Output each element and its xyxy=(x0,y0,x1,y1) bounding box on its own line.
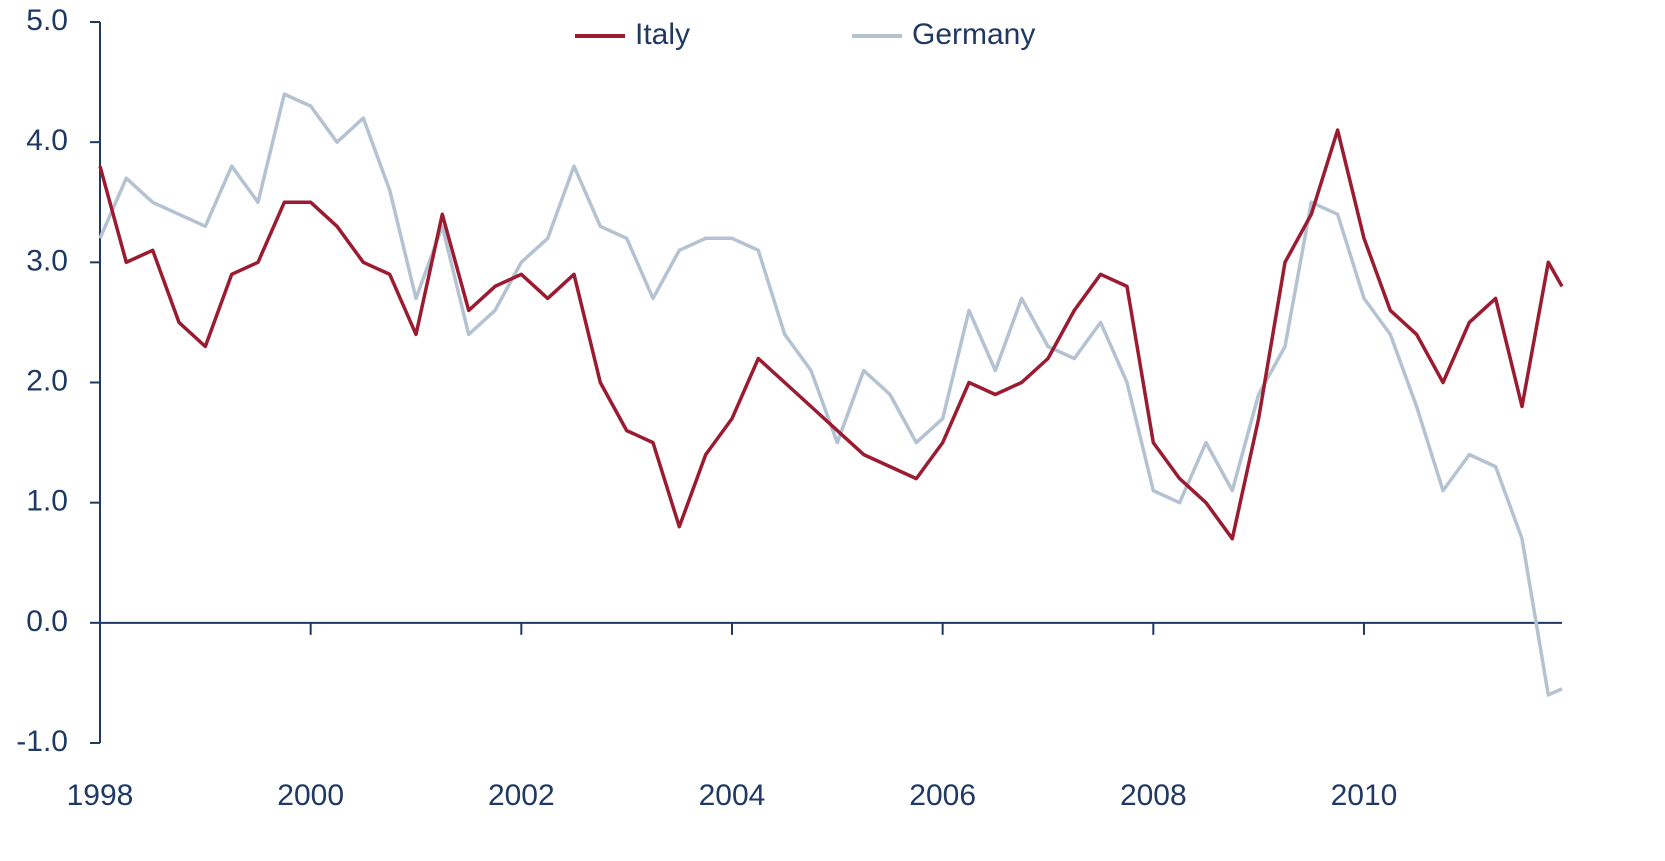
x-tick-label: 2006 xyxy=(909,779,976,812)
series-line xyxy=(98,128,1564,541)
y-tick-label: -1.0 xyxy=(16,725,68,758)
legend-label: Italy xyxy=(635,18,690,51)
y-tick-label: 4.0 xyxy=(26,124,68,157)
legend-label: Germany xyxy=(912,18,1035,51)
y-tick-label: 5.0 xyxy=(26,4,68,37)
y-tick-label: 3.0 xyxy=(26,244,68,277)
x-tick-label: 2002 xyxy=(488,779,555,812)
series-line xyxy=(98,92,1563,697)
y-tick-label: 1.0 xyxy=(26,485,68,518)
x-tick-label: 1998 xyxy=(67,779,134,812)
y-tick-label: 0.0 xyxy=(26,605,68,638)
y-tick-label: 2.0 xyxy=(26,364,68,397)
x-tick-label: 2004 xyxy=(699,779,766,812)
x-tick-label: 2010 xyxy=(1331,779,1398,812)
x-tick-label: 2008 xyxy=(1120,779,1187,812)
x-tick-label: 2000 xyxy=(277,779,344,812)
